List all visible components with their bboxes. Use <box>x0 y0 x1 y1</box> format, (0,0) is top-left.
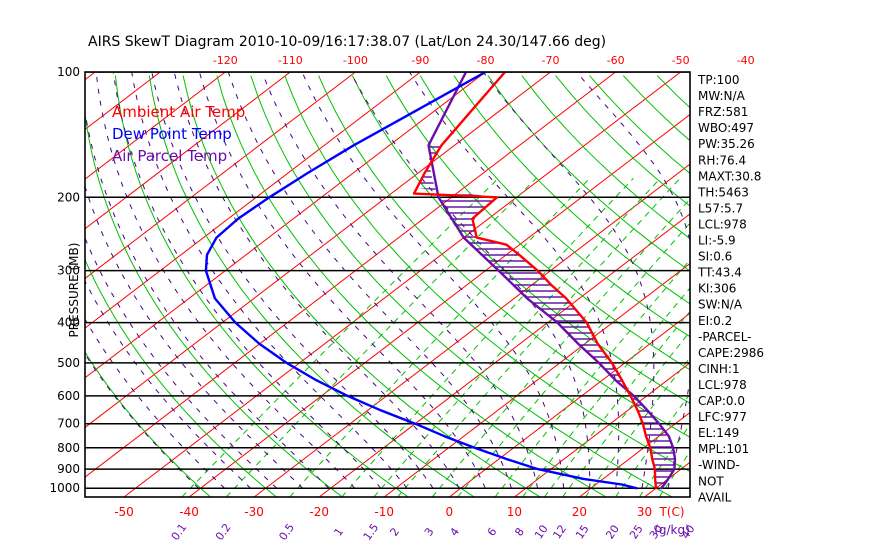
parameter-item: LFC:977 <box>698 410 747 424</box>
bottom-temp-tick: -10 <box>374 505 394 519</box>
top-temperature-axis: -120 -110 -100 -90 -80 -70 -60 -50 -40 <box>213 54 755 67</box>
plot-frame <box>84 71 691 498</box>
bottom-temp-tick: -50 <box>114 505 134 519</box>
parameter-readout-list: TP:100 MW:N/A FRZ:581 WBO:497 PW:35.26 RH:76.… <box>697 73 764 504</box>
bottom-temperature-axis: -50 -40 -30 -20 -10 0 10 20 30 <box>114 505 652 519</box>
parameter-item: MW:N/A <box>698 89 746 103</box>
pressure-axis: 100 200 300 400 500 600 700 800 900 1000 <box>49 65 80 495</box>
ambient-temp-curve <box>412 72 658 490</box>
top-temp-tick: -60 <box>607 54 625 67</box>
x-axis-temp-title: T(C) <box>658 505 684 519</box>
bottom-temp-tick: 20 <box>572 505 587 519</box>
parameter-item: AVAIL <box>698 490 732 504</box>
pressure-tick: 100 <box>57 65 80 79</box>
legend: Ambient Air Temp Dew Point Temp Air Parc… <box>112 103 245 165</box>
bottom-temp-tick: 10 <box>507 505 522 519</box>
parameter-item: LI:-5.9 <box>698 234 736 248</box>
bottom-temp-tick: 0 <box>445 505 453 519</box>
parameter-item: MPL:101 <box>698 442 749 456</box>
parameter-item: LCL:978 <box>698 378 747 392</box>
dewpoint-temp-curve <box>204 72 638 490</box>
parameter-item: EI:0.2 <box>698 314 732 328</box>
top-temp-tick: -110 <box>278 54 303 67</box>
isobar-gridlines <box>85 72 690 489</box>
parameter-item: CINH:1 <box>698 362 740 376</box>
top-temp-tick: -50 <box>672 54 690 67</box>
pressure-tick: 1000 <box>49 481 80 495</box>
parameter-item: RH:76.4 <box>698 153 746 167</box>
pressure-tick: 600 <box>57 389 80 403</box>
pressure-tick: 800 <box>57 441 80 455</box>
parameter-item: TP:100 <box>697 73 740 87</box>
parameter-item: TH:5463 <box>697 185 749 199</box>
parameter-item: SI:0.6 <box>698 250 732 264</box>
parameter-item: NOT <box>698 474 724 488</box>
parameter-item: CAPE:2986 <box>698 346 764 360</box>
parameter-item: CAP:0.0 <box>698 394 745 408</box>
parameter-item: FRZ:581 <box>698 105 748 119</box>
parameter-item: WBO:497 <box>698 121 754 135</box>
top-temp-tick: -100 <box>343 54 368 67</box>
pressure-tick: 200 <box>57 190 80 204</box>
legend-dewpoint-label: Dew Point Temp <box>112 125 232 143</box>
top-temp-tick: -80 <box>477 54 495 67</box>
parameter-item: PW:35.26 <box>698 137 755 151</box>
pressure-tick: 300 <box>57 264 80 278</box>
parameter-item: L57:5.7 <box>698 201 743 215</box>
parameter-item: -PARCEL- <box>698 330 752 344</box>
parameter-item: MAXT:30.8 <box>698 169 761 183</box>
bottom-temp-tick: 30 <box>637 505 652 519</box>
parcel-temp-curve <box>427 72 677 490</box>
top-temp-tick: -70 <box>542 54 560 67</box>
legend-parcel-label: Air Parcel Temp <box>112 147 227 165</box>
parameter-item: TT:43.4 <box>697 266 742 280</box>
parameter-item: KI:306 <box>698 282 736 296</box>
bottom-temp-tick: -30 <box>244 505 264 519</box>
pressure-tick: 900 <box>57 462 80 476</box>
top-temp-tick: -120 <box>213 54 238 67</box>
page-title: AIRS SkewT Diagram 2010-10-09/16:17:38.0… <box>88 34 606 50</box>
top-temp-tick: -90 <box>411 54 429 67</box>
parameter-item: LCL:978 <box>698 218 747 232</box>
pressure-tick: 400 <box>57 316 80 330</box>
top-temp-tick: -40 <box>737 54 755 67</box>
parameter-item: EL:149 <box>698 426 739 440</box>
parameter-item: SW:N/A <box>698 298 743 312</box>
bottom-temp-tick: -40 <box>179 505 199 519</box>
pressure-tick: 500 <box>57 356 80 370</box>
pressure-tick: 700 <box>57 417 80 431</box>
bottom-temp-tick: -20 <box>309 505 329 519</box>
legend-ambient-label: Ambient Air Temp <box>112 103 245 121</box>
y-axis-title: PRESSURE (MB) <box>67 243 81 338</box>
x-axis-mixing-title: (g/kg) <box>654 523 690 537</box>
parameter-item: -WIND- <box>698 458 740 472</box>
